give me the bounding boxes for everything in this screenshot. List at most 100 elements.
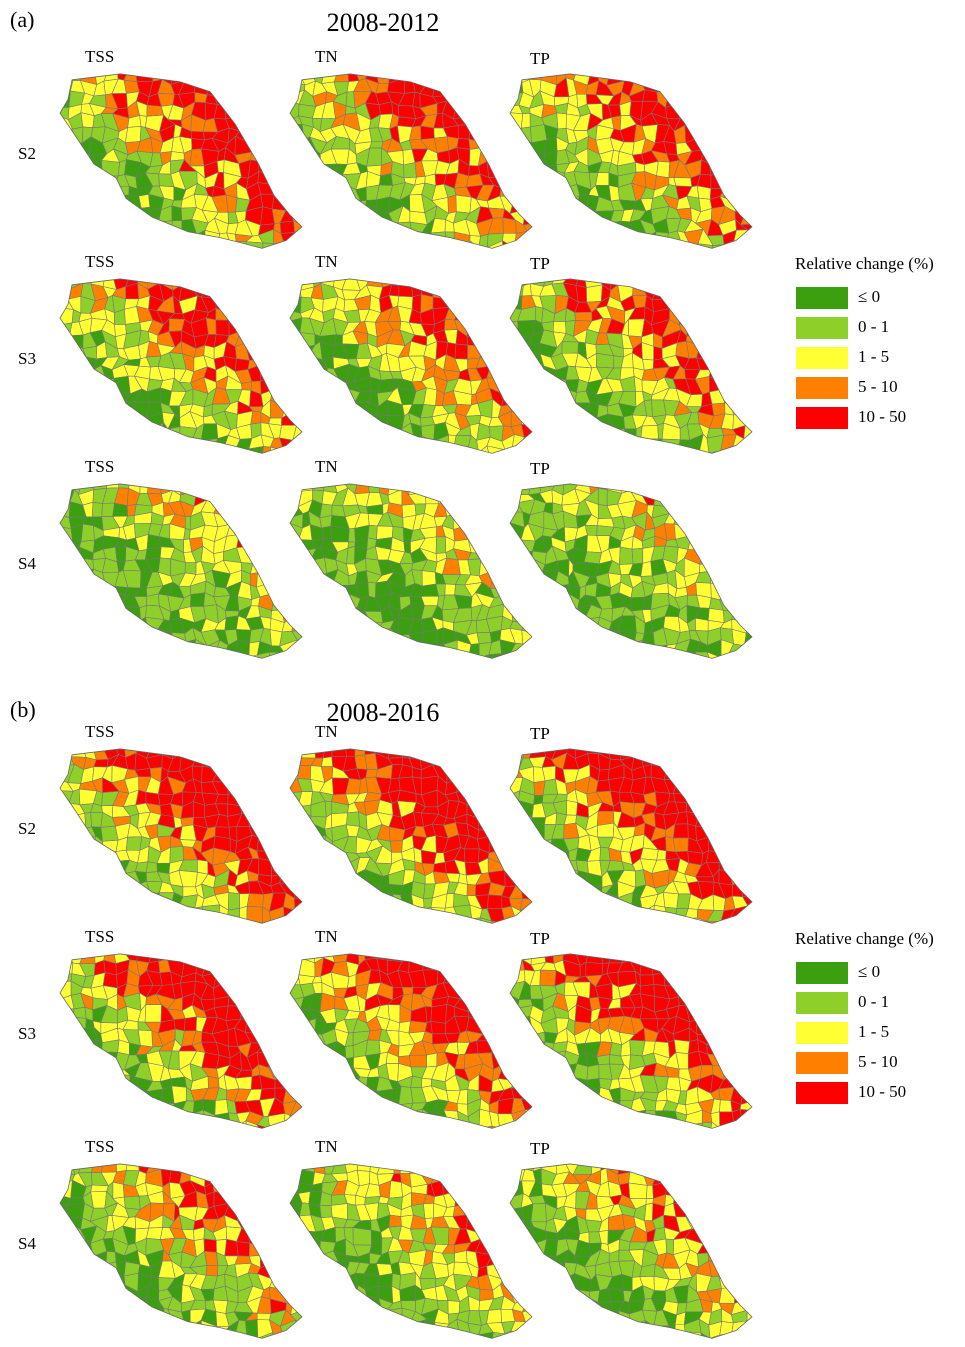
- subbasin: [235, 523, 247, 535]
- subbasin: [654, 346, 663, 360]
- subbasin: [225, 104, 237, 119]
- subbasin: [60, 1030, 69, 1044]
- subbasin: [666, 105, 681, 119]
- subbasin: [247, 958, 261, 974]
- subbasin: [284, 1021, 297, 1034]
- subbasin: [310, 573, 327, 588]
- subbasin: [740, 480, 755, 495]
- subbasin: [632, 745, 646, 756]
- subbasin: [106, 424, 114, 440]
- subbasin: [657, 161, 670, 178]
- subbasin: [60, 275, 69, 290]
- subbasin: [479, 491, 492, 503]
- subbasin: [310, 230, 322, 245]
- subbasin: [226, 1006, 241, 1021]
- subbasin: [301, 1054, 315, 1064]
- subbasin: [115, 547, 125, 562]
- subbasin: [632, 548, 643, 564]
- subbasin: [60, 286, 68, 299]
- subbasin: [246, 301, 264, 312]
- subbasin: [294, 910, 305, 923]
- subbasin: [69, 825, 85, 837]
- subbasin: [541, 594, 558, 608]
- subbasin: [282, 765, 296, 781]
- subbasin: [709, 517, 724, 526]
- subbasin: [269, 549, 284, 560]
- subbasin: [236, 94, 251, 104]
- subbasin: [519, 651, 534, 666]
- subbasin: [298, 618, 315, 634]
- subbasin: [530, 219, 544, 236]
- subbasin: [557, 593, 567, 606]
- subbasin: [511, 838, 527, 854]
- subbasin: [303, 895, 309, 910]
- subbasin: [708, 480, 723, 494]
- subbasin: [260, 986, 275, 1000]
- subbasin: [236, 80, 251, 96]
- subbasin: [113, 894, 125, 909]
- subbasin: [447, 90, 457, 103]
- subbasin: [531, 594, 545, 608]
- subbasin: [511, 849, 526, 865]
- subbasin: [488, 745, 500, 759]
- subbasin: [295, 827, 305, 841]
- subbasin: [448, 195, 457, 213]
- subbasin: [702, 745, 711, 759]
- subbasin: [236, 994, 253, 1006]
- subbasin: [741, 871, 755, 886]
- subbasin: [60, 379, 74, 395]
- subbasin: [290, 804, 301, 813]
- subbasin: [710, 560, 722, 575]
- subbasin: [721, 342, 736, 360]
- subbasin: [456, 480, 468, 492]
- subbasin: [709, 309, 723, 323]
- subbasin: [557, 402, 569, 417]
- subbasin: [235, 765, 252, 783]
- subbasin: [568, 390, 576, 406]
- subbasin: [465, 90, 481, 109]
- subbasin: [92, 860, 105, 873]
- subbasin: [444, 1110, 459, 1122]
- subbasin: [719, 745, 736, 755]
- subbasin: [466, 480, 480, 491]
- subbasin: [522, 593, 535, 611]
- subbasin: [235, 779, 252, 795]
- subbasin: [320, 388, 331, 406]
- subbasin: [607, 860, 624, 871]
- subbasin: [299, 1018, 317, 1035]
- subbasin: [260, 365, 271, 381]
- subbasin: [577, 653, 589, 666]
- subbasin: [443, 490, 459, 504]
- subbasin: [60, 450, 70, 461]
- subbasin: [247, 971, 260, 985]
- subbasin: [499, 81, 512, 94]
- subbasin: [345, 206, 360, 225]
- subbasin: [709, 826, 725, 837]
- subbasin: [72, 151, 86, 163]
- subbasin: [234, 501, 251, 516]
- scenario-label: S3: [18, 349, 36, 368]
- subbasin: [465, 80, 479, 90]
- legend-label: 10 - 50: [858, 407, 906, 426]
- subbasin: [732, 537, 743, 550]
- subbasin: [477, 104, 489, 118]
- subbasin: [489, 331, 501, 347]
- subbasin: [191, 918, 206, 932]
- subbasin: [629, 448, 644, 461]
- subbasin: [686, 515, 699, 529]
- subbasin: [159, 232, 174, 244]
- subbasin: [112, 652, 130, 666]
- subbasin: [204, 653, 219, 666]
- subbasin: [468, 525, 480, 539]
- subbasin: [529, 641, 547, 652]
- subbasin: [270, 106, 285, 113]
- subbasin: [335, 1121, 349, 1136]
- subbasin: [489, 95, 503, 105]
- subbasin: [290, 950, 301, 962]
- subbasin: [458, 275, 472, 289]
- subbasin: [282, 365, 297, 380]
- subbasin: [687, 79, 702, 97]
- subbasin: [734, 295, 746, 313]
- subbasin: [510, 652, 524, 666]
- subbasin: [696, 814, 714, 826]
